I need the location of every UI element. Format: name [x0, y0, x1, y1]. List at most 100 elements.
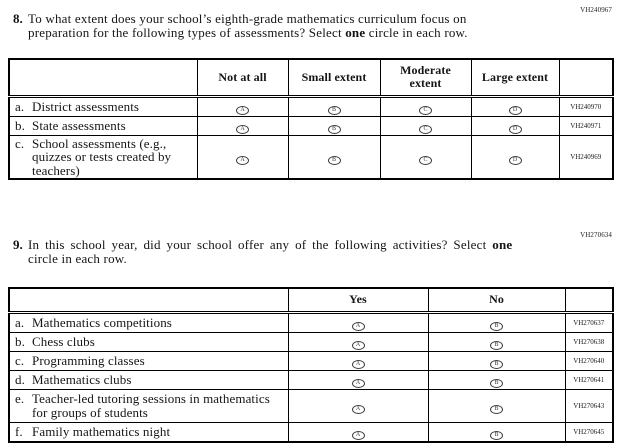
question-8-line2: preparation for the following types of a… — [28, 24, 468, 40]
answer-oval-no[interactable]: B — [490, 430, 503, 440]
answer-oval-d[interactable]: D — [508, 124, 522, 134]
answer-oval-a[interactable]: A — [236, 105, 249, 115]
q9-header-empty — [8, 287, 289, 314]
question-8-text: To what extent does your school’s eighth… — [28, 12, 468, 39]
option-cell: B — [287, 95, 381, 117]
answer-oval-yes[interactable]: A — [351, 404, 365, 414]
q9-response-table: Yes No a. Mathematics competitions A B VH… — [8, 287, 614, 443]
answer-oval-c[interactable]: C — [419, 124, 432, 134]
row-code: VH240970 — [558, 95, 614, 117]
answer-oval-b[interactable]: B — [327, 124, 341, 134]
row-code: VH270637 — [564, 311, 614, 333]
question-9-code: VH270634 — [580, 231, 612, 239]
question-8: 8. To what extent does your school’s eig… — [13, 12, 588, 39]
row-label: a. District assessments — [8, 95, 198, 117]
row-label: c. Programming classes — [8, 350, 289, 371]
table-row: c. School assessments (e.g., quizzes or t… — [8, 134, 614, 180]
option-cell: B — [427, 311, 566, 333]
answer-oval-b[interactable]: B — [327, 105, 341, 115]
answer-oval-d[interactable]: D — [508, 105, 522, 115]
option-cell: B — [287, 134, 381, 180]
row-label: b. Chess clubs — [8, 331, 289, 352]
option-cell: C — [379, 115, 472, 136]
option-cell: A — [287, 311, 429, 333]
answer-oval-yes[interactable]: A — [351, 340, 365, 350]
q8-header-moderate-extent: Moderate extent — [379, 58, 472, 98]
row-code: VH240969 — [558, 134, 614, 180]
question-9-line1: In this school year, did your school off… — [28, 237, 513, 252]
answer-oval-no[interactable]: B — [490, 321, 503, 331]
q8-header-code-empty — [558, 58, 614, 98]
option-cell: D — [470, 115, 560, 136]
q9-header-code-empty — [564, 287, 614, 314]
answer-oval-a[interactable]: A — [236, 155, 249, 165]
table-row: a. District assessments A B C D VH240970 — [8, 95, 614, 117]
q9-header-yes: Yes — [287, 287, 429, 314]
option-cell: B — [427, 331, 566, 352]
row-label: c. School assessments (e.g., quizzes or t… — [8, 134, 198, 180]
answer-oval-no[interactable]: B — [490, 340, 503, 350]
q8-header-row: Not at all Small extent Moderate extent … — [8, 58, 614, 98]
table-row: b. State assessments A B C D VH240971 — [8, 115, 614, 136]
q8-header-empty — [8, 58, 198, 98]
option-cell: A — [287, 331, 429, 352]
option-cell: D — [470, 95, 560, 117]
row-label: a. Mathematics competitions — [8, 311, 289, 333]
option-cell: A — [287, 369, 429, 390]
question-9-line2: circle in each row. — [28, 250, 127, 266]
q9-header-row: Yes No — [8, 287, 614, 314]
row-code: VH240971 — [558, 115, 614, 136]
option-cell: B — [427, 388, 566, 423]
question-9: 9. In this school year, did your school … — [13, 238, 588, 265]
option-cell: A — [196, 134, 289, 180]
option-cell: C — [379, 134, 472, 180]
answer-oval-d[interactable]: D — [508, 155, 522, 165]
option-cell: B — [427, 421, 566, 443]
question-9-text: In this school year, did your school off… — [28, 238, 512, 265]
option-cell: C — [379, 95, 472, 117]
answer-oval-yes[interactable]: A — [351, 321, 365, 331]
table-row: b. Chess clubs A B VH270638 — [8, 331, 614, 352]
answer-oval-a[interactable]: A — [236, 124, 249, 134]
question-8-number: 8. — [13, 11, 23, 26]
row-code: VH270641 — [564, 369, 614, 390]
option-cell: A — [287, 388, 429, 423]
option-cell: D — [470, 134, 560, 180]
row-label: e. Teacher-led tutoring sessions in mathe… — [8, 388, 289, 423]
question-8-code: VH240967 — [580, 6, 612, 14]
answer-oval-c[interactable]: C — [419, 155, 432, 165]
q8-header-small-extent: Small extent — [287, 58, 381, 98]
question-8-line1: To what extent does your school’s eighth… — [28, 11, 467, 26]
answer-oval-yes[interactable]: A — [351, 359, 365, 369]
option-cell: B — [287, 115, 381, 136]
answer-oval-yes[interactable]: A — [351, 430, 365, 440]
row-label: f. Family mathematics night — [8, 421, 289, 443]
table-row: d. Mathematics clubs A B VH270641 — [8, 369, 614, 390]
option-cell: A — [196, 95, 289, 117]
q8-header-not-at-all: Not at all — [196, 58, 289, 98]
row-label: d. Mathematics clubs — [8, 369, 289, 390]
row-code: VH270640 — [564, 350, 614, 371]
table-row: c. Programming classes A B VH270640 — [8, 350, 614, 371]
q8-response-table: Not at all Small extent Moderate extent … — [8, 58, 614, 180]
option-cell: A — [196, 115, 289, 136]
option-cell: B — [427, 350, 566, 371]
option-cell: A — [287, 350, 429, 371]
table-row: f. Family mathematics night A B VH270645 — [8, 421, 614, 443]
question-9-number: 9. — [13, 237, 23, 252]
answer-oval-no[interactable]: B — [490, 404, 503, 414]
answer-oval-c[interactable]: C — [419, 105, 432, 115]
answer-oval-yes[interactable]: A — [351, 378, 365, 388]
table-row: a. Mathematics competitions A B VH270637 — [8, 311, 614, 333]
q8-header-large-extent: Large extent — [470, 58, 560, 98]
row-code: VH270643 — [564, 388, 614, 423]
answer-oval-b[interactable]: B — [327, 155, 341, 165]
answer-oval-no[interactable]: B — [490, 378, 503, 388]
option-cell: B — [427, 369, 566, 390]
row-code: VH270645 — [564, 421, 614, 443]
table-row: e. Teacher-led tutoring sessions in mathe… — [8, 388, 614, 423]
row-code: VH270638 — [564, 331, 614, 352]
answer-oval-no[interactable]: B — [490, 359, 503, 369]
option-cell: A — [287, 421, 429, 443]
